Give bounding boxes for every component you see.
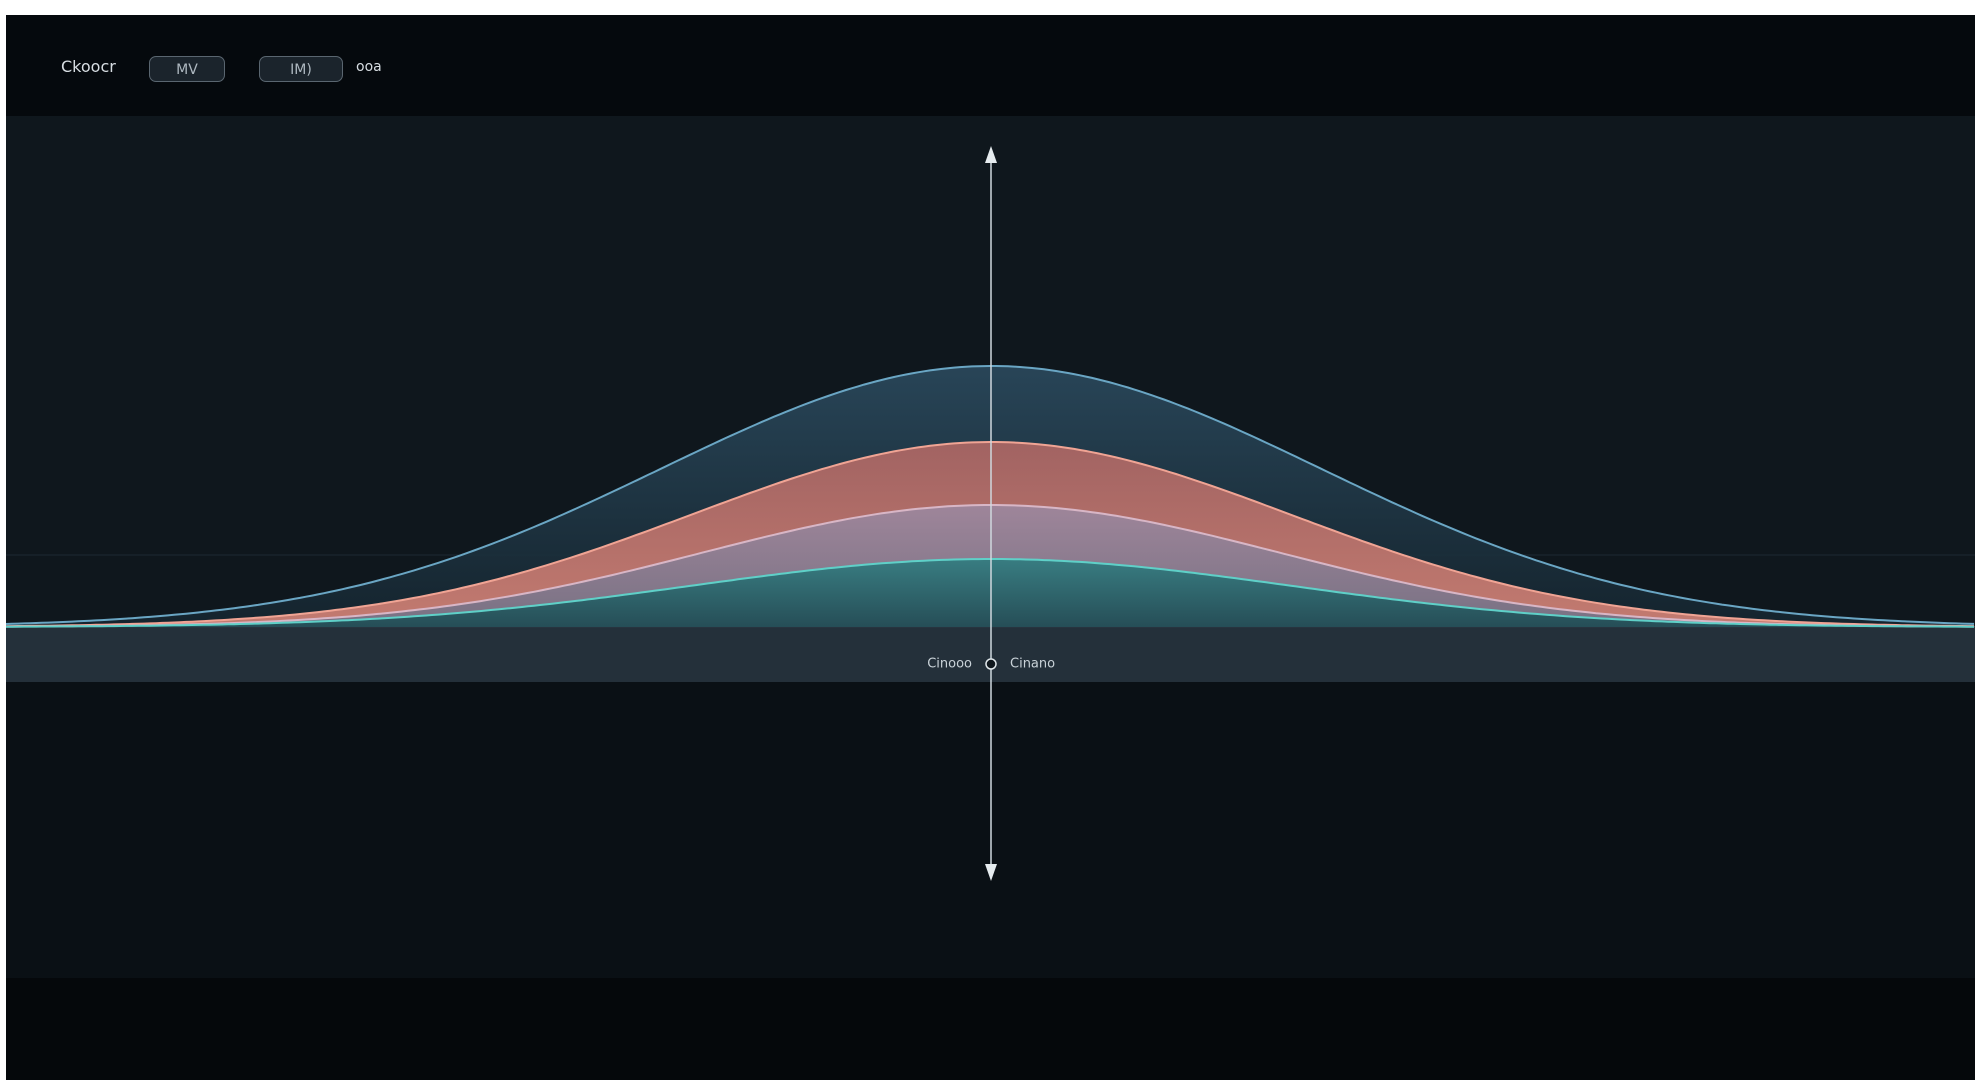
axis-label: Cinooo bbox=[927, 657, 972, 672]
page: Ckoocr MV IM) ooa Cinooo Cinano (() => {… bbox=[0, 0, 1979, 1080]
plot: Cinooo Cinano bbox=[6, 15, 1975, 1080]
footer-band bbox=[6, 978, 1975, 1080]
origin-marker[interactable] bbox=[986, 659, 996, 669]
app-window: Ckoocr MV IM) ooa Cinooo Cinano bbox=[6, 15, 1975, 1080]
axis-label: Cinano bbox=[1010, 657, 1055, 672]
